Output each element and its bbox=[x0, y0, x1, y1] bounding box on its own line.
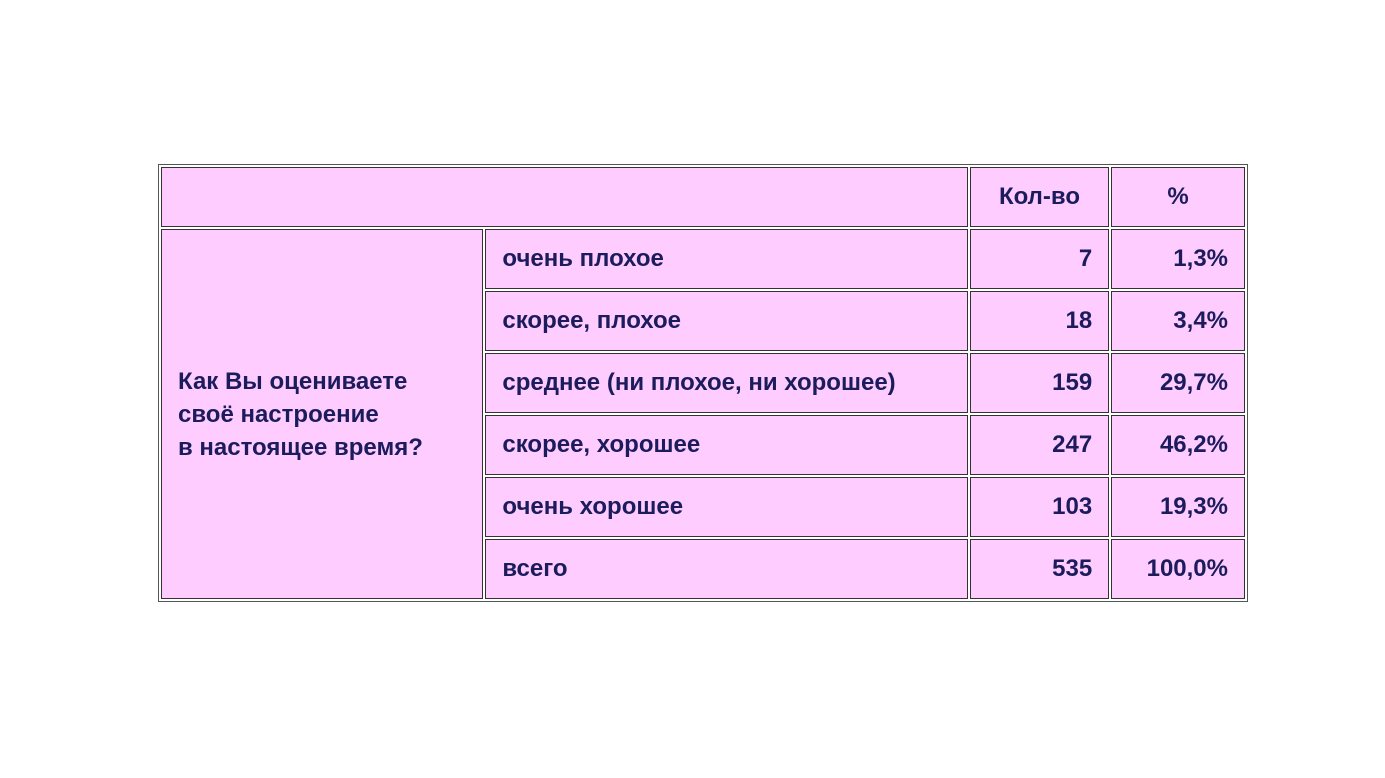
total-row: всего 535 100,0% bbox=[161, 539, 1245, 599]
table-row: скорее, плохое 18 3,4% bbox=[161, 291, 1245, 351]
table-row: очень хорошее 103 19,3% bbox=[161, 477, 1245, 537]
survey-table: Кол-во % Как Вы оцениваете своё настроен… bbox=[158, 164, 1248, 602]
answer-percent: 46,2% bbox=[1111, 415, 1245, 475]
answer-count: 159 bbox=[969, 353, 1110, 413]
question-cell: Как Вы оцениваете своё настроение в наст… bbox=[161, 229, 484, 599]
header-count: Кол-во bbox=[969, 167, 1110, 227]
table-row: скорее, хорошее 247 46,2% bbox=[161, 415, 1245, 475]
answer-percent: 3,4% bbox=[1111, 291, 1245, 351]
table-row: среднее (ни плохое, ни хорошее) 159 29,7… bbox=[161, 353, 1245, 413]
header-row: Кол-во % bbox=[161, 167, 1245, 227]
answer-label: скорее, хорошее bbox=[485, 415, 968, 475]
answer-label: очень хорошее bbox=[485, 477, 968, 537]
header-percent: % bbox=[1111, 167, 1245, 227]
table-row: Как Вы оцениваете своё настроение в наст… bbox=[161, 229, 1245, 599]
total-percent: 100,0% bbox=[1111, 539, 1245, 599]
total-count: 535 bbox=[969, 539, 1110, 599]
answer-count: 7 bbox=[969, 229, 1110, 289]
answer-count: 18 bbox=[969, 291, 1110, 351]
answer-percent: 19,3% bbox=[1111, 477, 1245, 537]
question-line: своё настроение bbox=[178, 400, 379, 428]
header-empty-cell bbox=[161, 167, 968, 227]
answer-count: 103 bbox=[969, 477, 1110, 537]
answer-label: очень плохое bbox=[485, 229, 968, 289]
answer-count: 247 bbox=[969, 415, 1110, 475]
answer-label: среднее (ни плохое, ни хорошее) bbox=[485, 353, 968, 413]
answer-percent: 29,7% bbox=[1111, 353, 1245, 413]
question-line: в настоящее время? bbox=[178, 433, 423, 461]
question-line: Как Вы оцениваете bbox=[178, 367, 408, 395]
total-label: всего bbox=[485, 539, 968, 599]
answer-label: скорее, плохое bbox=[485, 291, 968, 351]
answer-percent: 1,3% bbox=[1111, 229, 1245, 289]
